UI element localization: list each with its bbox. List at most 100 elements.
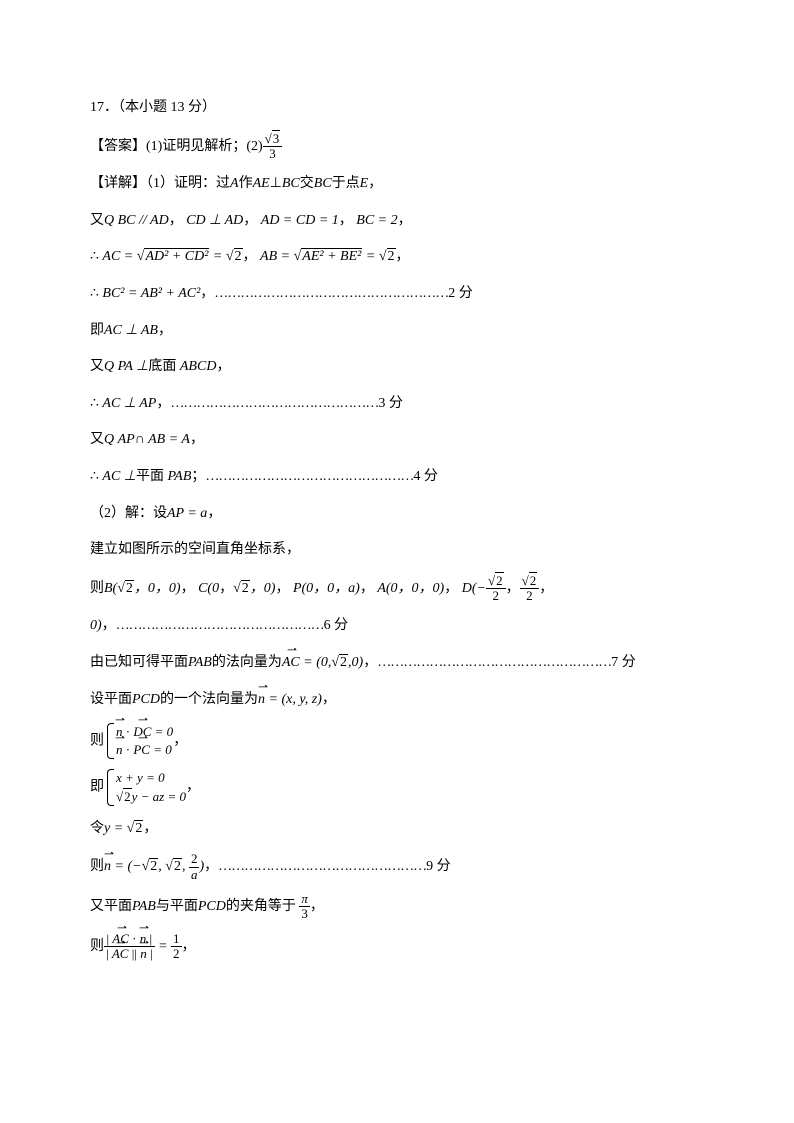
dots: ………………………………………… — [116, 618, 324, 633]
detail-line-9: ∴ AC ⊥平面 PAB；…………………………………………4 分 — [90, 464, 704, 491]
t: B( — [104, 581, 117, 596]
t: （1）证明：过 — [146, 176, 230, 191]
t: ， — [243, 249, 257, 264]
t: , — [158, 859, 165, 874]
t: PA ⊥ — [118, 359, 149, 374]
detail-line-16: 则 n · DC = 0 n · PC = 0 ， — [90, 723, 704, 759]
dots: ……………………………………………… — [214, 286, 448, 301]
t: ， — [322, 692, 336, 707]
t: BC = 2 — [356, 213, 397, 228]
t: y = — [104, 821, 127, 836]
frac: 22 — [486, 574, 506, 604]
t: 交 — [300, 176, 314, 191]
t: , — [182, 859, 189, 874]
detail-line-21: 则| AC · n || AC || n | = 12， — [90, 932, 704, 962]
t: ， — [368, 176, 382, 191]
brace-system: n · DC = 0 n · PC = 0 — [104, 723, 173, 759]
t: ， — [186, 780, 200, 795]
t: PAB — [188, 655, 212, 670]
t: ， — [173, 734, 187, 749]
vector-n: n — [104, 854, 111, 881]
t: PAB — [132, 899, 156, 914]
t: AC ⊥ AP — [102, 396, 156, 411]
t: ABCD — [180, 359, 217, 374]
t: ∴ — [90, 396, 99, 411]
t: 的一个法向量为 — [160, 692, 258, 707]
detail-line-15: 设平面PCD的一个法向量为n = (x, y, z)， — [90, 687, 704, 714]
sqrt: 2 — [142, 854, 159, 881]
score: 6 分 — [324, 618, 349, 633]
t: A — [230, 176, 239, 191]
t: 令 — [90, 821, 104, 836]
t: ， — [207, 506, 221, 521]
t: 底面 — [148, 359, 176, 374]
dots: ………………………………………… — [205, 469, 413, 484]
t: ， — [310, 899, 324, 914]
t: 即 — [90, 780, 104, 795]
sqrt: 2 — [127, 816, 144, 843]
t: ， — [182, 939, 196, 954]
t: A(0，0，0) — [377, 581, 444, 596]
t: AE — [253, 176, 270, 191]
score: 7 分 — [611, 655, 636, 670]
sqrt: 2 — [117, 576, 134, 603]
detail-line-14: 由已知可得平面PAB的法向量为AC = (0,2,0)，………………………………… — [90, 650, 704, 677]
t: AC ⊥ — [102, 469, 136, 484]
detail-line-18: 令y = 2， — [90, 816, 704, 843]
t: ， — [169, 213, 183, 228]
sqrt: 2 — [379, 244, 396, 271]
t: ， — [216, 359, 230, 374]
t: 设平面 — [90, 692, 132, 707]
t: = (x, y, z) — [265, 692, 322, 707]
sqrt: AE² + BE² — [294, 244, 363, 271]
t: ， — [539, 581, 553, 596]
t: AP = a — [167, 506, 207, 521]
t: AC ⊥ AB — [104, 323, 158, 338]
sqrt: 2 — [331, 650, 348, 677]
t: AD = CD = 1 — [261, 213, 339, 228]
t: 于点 — [332, 176, 360, 191]
frac-cos: | AC · n || AC || n | — [104, 932, 155, 962]
dots: ………………………………………… — [218, 859, 426, 874]
t: ∴ — [90, 469, 99, 484]
problem-number: 17．（本小题 13 分） — [90, 95, 704, 122]
t: = — [362, 249, 378, 264]
t: BC // AD — [118, 213, 169, 228]
t: ，0) — [250, 581, 276, 596]
sqrt: 2 — [226, 244, 243, 271]
frac-half: 12 — [171, 932, 182, 962]
detail-line-12: 则B(2，0，0)， C(0，2，0)， P(0，0，a)， A(0，0，0)，… — [90, 574, 704, 604]
t: E — [360, 176, 369, 191]
dots: ……………………………………………… — [377, 655, 611, 670]
t: 又 — [90, 359, 104, 374]
t: ⊥ — [270, 176, 282, 191]
t: ， — [398, 213, 412, 228]
t: 即 — [90, 323, 104, 338]
t: ， — [158, 323, 172, 338]
t: ， — [396, 249, 410, 264]
frac-pi3: π3 — [299, 892, 310, 922]
t: Q — [104, 432, 114, 447]
t: （2）解：设 — [90, 506, 167, 521]
t: ； — [191, 469, 205, 484]
t: D(− — [462, 581, 486, 596]
detail-line-11: 建立如图所示的空间直角坐标系， — [90, 537, 704, 564]
t: ∴ — [90, 286, 99, 301]
t: 作 — [239, 176, 253, 191]
t: = (− — [111, 859, 142, 874]
t: ， — [360, 581, 374, 596]
t: 又 — [90, 432, 104, 447]
t: ， — [339, 213, 353, 228]
brace-system: x + y = 0 2y − az = 0 — [104, 769, 186, 805]
t: 的法向量为 — [212, 655, 282, 670]
detail-line-6: 又Q PA ⊥底面 ABCD， — [90, 354, 704, 381]
detail-line-20: 又平面PAB与平面PCD的夹角等于 π3， — [90, 892, 704, 922]
t: ， — [190, 432, 204, 447]
t: AB = A — [145, 432, 190, 447]
t: ， — [181, 581, 195, 596]
detail-line-7: ∴ AC ⊥ AP，…………………………………………3 分 — [90, 391, 704, 418]
detail-label: 【详解】 — [90, 176, 146, 191]
t: BC — [314, 176, 332, 191]
t: 则 — [90, 581, 104, 596]
t: ， — [219, 581, 233, 596]
